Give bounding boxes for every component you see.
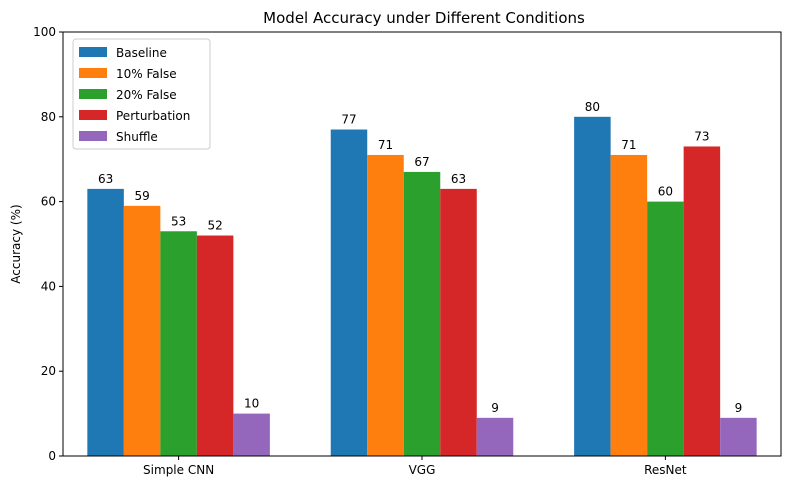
bar-baseline-simple-cnn (87, 188, 124, 456)
legend-label-20-false: 20% False (116, 88, 177, 102)
bar-baseline-vgg (330, 129, 368, 456)
data-label-perturbation-simple-cnn: 52 (207, 219, 222, 233)
x-tick-label-simple-cnn: Simple CNN (143, 463, 214, 477)
data-label-20-false-resnet: 60 (658, 185, 673, 199)
y-tick-label: 80 (41, 110, 56, 124)
chart-title: Model Accuracy under Different Condition… (263, 9, 585, 27)
bar-perturbation-simple-cnn (196, 235, 234, 456)
y-tick-label: 40 (41, 279, 56, 293)
bar-shuffle-resnet (720, 417, 757, 456)
bar-shuffle-simple-cnn (233, 413, 270, 456)
bar-20-false-resnet (647, 201, 684, 456)
legend-swatch-10-false (79, 68, 107, 78)
legend-label-10-false: 10% False (116, 67, 177, 81)
data-label-10-false-simple-cnn: 59 (134, 189, 149, 203)
bar-20-false-simple-cnn (160, 231, 197, 456)
bar-shuffle-vgg (476, 417, 514, 456)
legend-swatch-20-false (79, 89, 107, 99)
data-label-baseline-vgg: 77 (341, 113, 356, 127)
legend-frame (72, 38, 211, 150)
data-label-shuffle-resnet: 9 (735, 401, 743, 415)
legend-swatch-shuffle (79, 131, 107, 141)
y-tick-label: 20 (41, 364, 56, 378)
y-tick-label: 100 (33, 25, 56, 39)
data-label-shuffle-vgg: 9 (491, 401, 499, 415)
y-axis-ticks: 0 20 40 60 80 100 (33, 25, 63, 463)
data-label-baseline-simple-cnn: 63 (98, 172, 113, 186)
data-label-10-false-resnet: 71 (621, 138, 636, 152)
bar-perturbation-vgg (440, 188, 477, 456)
data-label-perturbation-resnet: 73 (694, 129, 709, 143)
bar-perturbation-resnet (683, 146, 721, 457)
bar-10-false-simple-cnn (123, 205, 161, 456)
bar-20-false-vgg (403, 171, 441, 457)
data-label-perturbation-vgg: 63 (451, 172, 466, 186)
bar-baseline-resnet (574, 116, 611, 457)
x-tick-label-vgg: VGG (409, 463, 436, 477)
x-axis-ticks: Simple CNN VGG ResNet (143, 456, 687, 477)
legend: Baseline 10% False 20% False Perturbation Sh… (72, 38, 211, 150)
bars-group (87, 116, 757, 457)
plot-area-frame (62, 31, 782, 457)
data-label-shuffle-simple-cnn: 10 (244, 397, 259, 411)
legend-label-baseline: Baseline (116, 46, 167, 60)
x-tick-label-resnet: ResNet (644, 463, 687, 477)
y-axis-label: Accuracy (%) (9, 204, 23, 283)
data-label-20-false-vgg: 67 (414, 155, 429, 169)
legend-swatch-perturbation (79, 110, 107, 120)
legend-label-shuffle: Shuffle (116, 130, 158, 144)
legend-label-perturbation: Perturbation (116, 109, 190, 123)
bar-10-false-vgg (367, 154, 404, 456)
data-label-10-false-vgg: 71 (378, 138, 393, 152)
data-labels-group: 63 77 80 59 71 71 53 67 60 52 63 73 10 9 9 (98, 100, 742, 415)
y-tick-label: 60 (41, 195, 56, 209)
y-tick-label: 0 (48, 449, 56, 463)
data-label-baseline-resnet: 80 (585, 100, 600, 114)
legend-swatch-baseline (79, 47, 107, 57)
bar-10-false-resnet (610, 154, 648, 456)
data-label-20-false-simple-cnn: 53 (171, 214, 186, 228)
